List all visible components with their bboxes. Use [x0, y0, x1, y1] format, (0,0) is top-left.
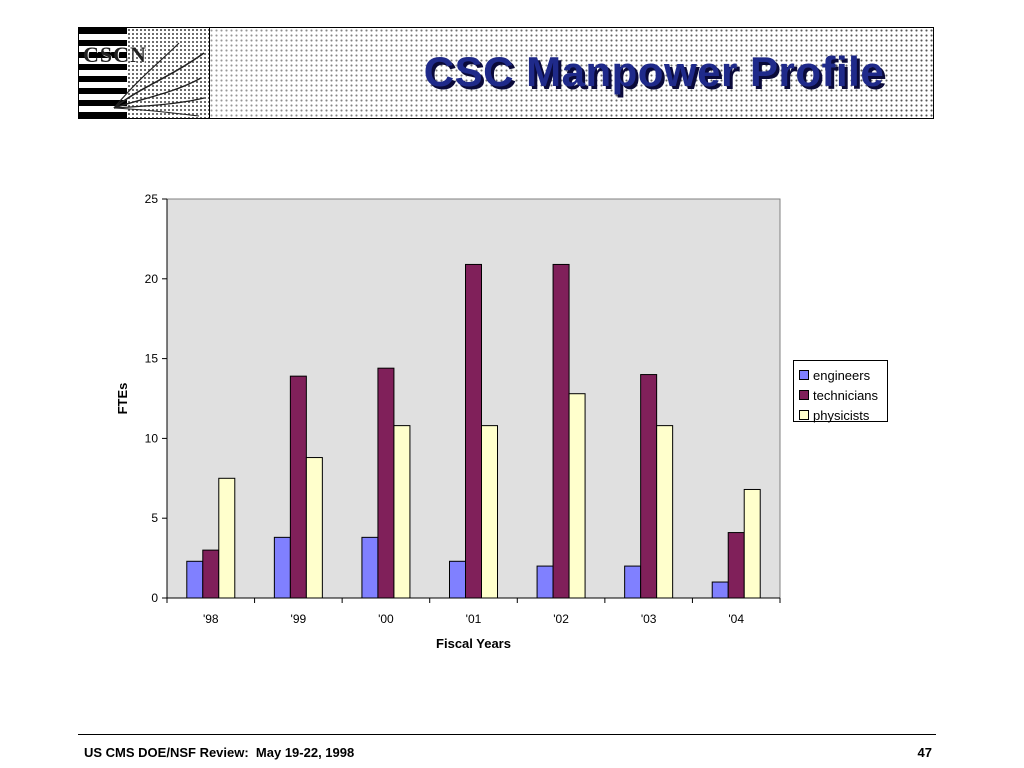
logo-dots [127, 28, 209, 118]
slide-title: CSC Manpower Profile [423, 48, 885, 95]
bar-engineers-3 [449, 560, 466, 599]
bar-physicists-3 [481, 425, 498, 599]
cms-logo: CSCN [79, 28, 210, 118]
bar-technicians-5 [640, 374, 658, 599]
logo-tracks-icon [113, 42, 205, 117]
y-axis-title: FTEs [115, 383, 130, 415]
legend-swatch [799, 390, 809, 400]
bar-technicians-0 [202, 549, 220, 599]
bar-physicists-6 [743, 488, 761, 599]
slide-header: CSCN CSC Manpower Profile [78, 27, 934, 119]
y-tick-label: 20 [145, 272, 159, 286]
x-tick-label: '99 [291, 612, 307, 626]
x-tick-label: '01 [466, 612, 482, 626]
legend-swatch [799, 370, 809, 380]
bar-engineers-4 [536, 565, 554, 599]
logo-text: CSCN [83, 42, 147, 67]
chart-legend: engineers technicians physicists [793, 360, 888, 425]
x-tick-label: '03 [641, 612, 657, 626]
page-number: 47 [917, 745, 932, 760]
bar-engineers-5 [624, 565, 642, 599]
legend-item-physicists: physicists [799, 405, 887, 425]
legend-label: engineers [813, 367, 871, 383]
legend-label: technicians [813, 387, 879, 403]
header-fade [79, 28, 933, 118]
bar-engineers-2 [361, 536, 379, 599]
footer-divider [78, 734, 936, 735]
bar-engineers-0 [186, 560, 204, 599]
bar-physicists-1 [305, 457, 323, 599]
y-tick-label: 5 [151, 511, 158, 525]
bar-technicians-4 [552, 263, 570, 599]
y-tick-label: 15 [145, 352, 159, 366]
y-tick-label: 10 [145, 431, 159, 445]
x-tick-label: '02 [553, 612, 569, 626]
bar-physicists-0 [218, 477, 236, 599]
legend-label: physicists [813, 407, 870, 423]
legend-swatch [799, 410, 809, 420]
footer-text: US CMS DOE/NSF Review: May 19-22, 1998 [84, 745, 355, 760]
bar-engineers-6 [711, 581, 729, 599]
x-tick-label: '04 [728, 612, 744, 626]
bar-physicists-2 [393, 425, 411, 599]
bar-physicists-5 [656, 425, 674, 599]
bar-technicians-6 [727, 532, 745, 599]
x-tick-label: '98 [203, 612, 219, 626]
bar-technicians-2 [377, 367, 395, 599]
bar-engineers-1 [273, 536, 291, 599]
y-tick-label: 0 [151, 591, 158, 605]
x-axis-title: Fiscal Years [436, 636, 511, 651]
legend-item-engineers: engineers [799, 365, 887, 385]
bar-technicians-3 [465, 263, 482, 599]
x-tick-label: '00 [378, 612, 394, 626]
bar-technicians-1 [289, 375, 307, 599]
y-tick-label: 25 [145, 192, 159, 206]
legend-item-technicians: technicians [799, 385, 887, 405]
bar-physicists-4 [568, 393, 586, 599]
